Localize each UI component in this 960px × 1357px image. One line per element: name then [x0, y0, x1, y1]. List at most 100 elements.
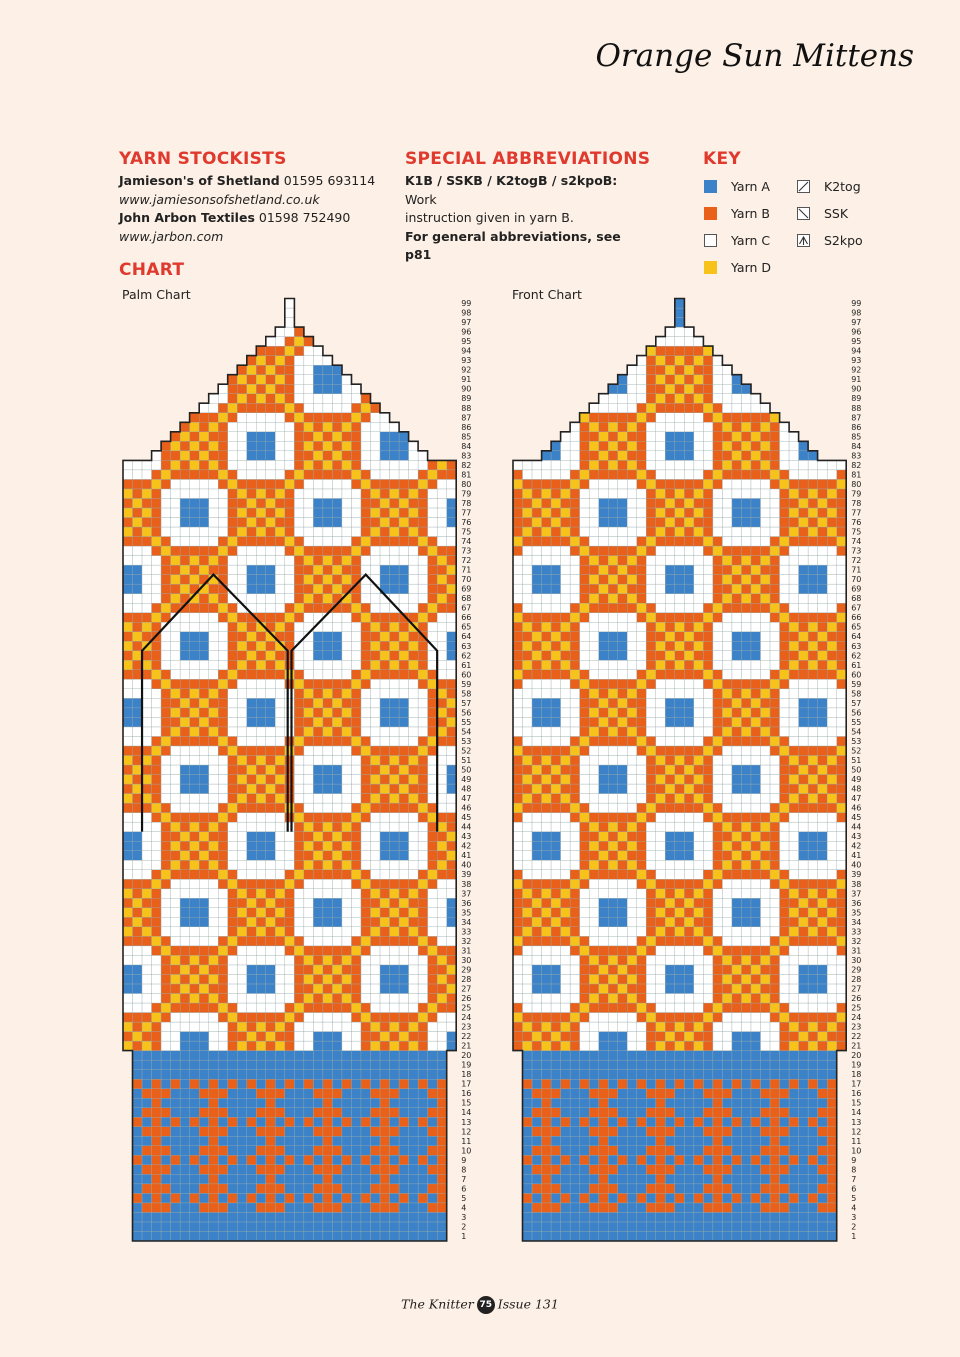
stitch-cell	[189, 1155, 200, 1166]
stitch-cell	[512, 802, 523, 813]
stitch-cell	[817, 964, 828, 975]
stitch-cell	[360, 831, 371, 842]
stitch-cell	[627, 850, 637, 861]
stitch-cell	[351, 1040, 362, 1051]
stitch-cell	[779, 993, 790, 1004]
stitch-cell	[246, 755, 257, 766]
stockist-url[interactable]: www.jarbon.com	[119, 228, 224, 244]
stitch-cell	[693, 945, 704, 956]
stitch-cell	[398, 745, 409, 756]
stitch-cell	[284, 650, 295, 661]
stitch-cell	[398, 726, 409, 737]
stitch-cell	[322, 917, 333, 928]
stitch-cell	[446, 1002, 457, 1013]
stitch-cell	[303, 1002, 314, 1013]
stitch-cell	[275, 888, 286, 899]
stitch-cell	[703, 802, 714, 813]
stitch-cell	[826, 955, 837, 966]
stitch-cell	[237, 660, 247, 670]
stitch-cell	[817, 1193, 828, 1204]
stitch-cell	[655, 1136, 666, 1146]
stitch-cell	[332, 764, 343, 775]
stitch-cell	[769, 945, 780, 956]
stitch-cell	[398, 1221, 409, 1232]
stitch-cell	[665, 1193, 676, 1204]
stitch-cell	[351, 860, 362, 870]
stitch-cell	[322, 1107, 333, 1118]
stitch-cell	[398, 583, 409, 594]
stitch-cell	[227, 821, 238, 832]
stitch-cell	[332, 717, 343, 728]
stitch-cell	[198, 736, 209, 747]
stitch-cell	[684, 736, 695, 747]
stitch-cell	[826, 774, 837, 785]
stitch-cell	[370, 736, 381, 747]
stitch-cell	[569, 1231, 580, 1242]
stitch-cell	[141, 488, 152, 499]
stitch-cell	[189, 974, 200, 985]
stitch-cell	[608, 821, 618, 832]
stitch-cell	[627, 1202, 637, 1213]
stitch-cell	[569, 1098, 580, 1108]
stitch-cell	[265, 964, 276, 975]
row-number: 38	[461, 880, 471, 889]
stitch-cell	[760, 1031, 771, 1042]
stitch-cell	[703, 1164, 714, 1175]
stitch-cell	[522, 926, 533, 937]
key-yarn-a: Yarn A	[704, 179, 770, 194]
stitch-cell	[598, 736, 609, 747]
stitch-cell	[256, 679, 266, 690]
stitch-cell	[522, 1002, 533, 1013]
stitch-cell	[227, 536, 238, 547]
stitch-cell	[313, 983, 324, 994]
stitch-cell	[198, 1059, 209, 1070]
stitch-cell	[303, 812, 314, 823]
stitch-cell	[398, 1031, 409, 1042]
stitch-cell	[237, 983, 247, 994]
stitch-cell	[665, 840, 676, 851]
stitch-cell	[817, 1098, 828, 1108]
stitch-cell	[579, 1126, 590, 1137]
stitch-cell	[646, 1183, 656, 1194]
stitch-cell	[227, 1193, 238, 1204]
stitch-cell	[712, 936, 723, 947]
stitch-cell	[579, 736, 590, 747]
stitch-cell	[303, 450, 314, 461]
stitch-cell	[617, 907, 628, 918]
stitch-cell	[246, 974, 257, 985]
stitch-cell	[284, 1126, 295, 1137]
stitch-cell	[712, 1202, 723, 1213]
stitch-cell	[198, 793, 209, 804]
stitch-cell	[674, 1069, 685, 1080]
stitch-cell	[275, 1183, 286, 1194]
stitch-cell	[132, 660, 143, 670]
stitch-cell	[322, 412, 333, 423]
stitch-cell	[218, 555, 228, 566]
stitch-cell	[731, 1098, 742, 1108]
stitch-cell	[389, 1078, 400, 1089]
stitch-cell	[389, 736, 400, 747]
stitch-cell	[427, 964, 438, 975]
stitch-cell	[275, 564, 286, 575]
stitch-cell	[379, 1012, 390, 1023]
stitch-cell	[779, 1098, 790, 1108]
stitch-cell	[370, 412, 381, 423]
stitch-cell	[684, 1145, 695, 1156]
stitch-cell	[817, 1078, 828, 1089]
stitch-cell	[731, 1021, 742, 1032]
stitch-cell	[227, 1002, 238, 1013]
stitch-cell	[208, 583, 219, 594]
stitch-cell	[608, 1107, 618, 1118]
row-number: 79	[461, 489, 471, 498]
stitch-cell	[208, 964, 219, 975]
stitch-cell	[408, 698, 419, 709]
stitch-cell	[284, 507, 295, 518]
stitch-cell	[655, 1221, 666, 1232]
stitch-cell	[741, 1031, 752, 1042]
stitch-cell	[674, 1231, 685, 1242]
stockist-url[interactable]: www.jamiesonsofshetland.co.uk	[119, 191, 320, 207]
stitch-cell	[760, 898, 771, 908]
stitch-cell	[389, 955, 400, 966]
stitch-cell	[636, 917, 647, 928]
stitch-cell	[826, 993, 837, 1004]
